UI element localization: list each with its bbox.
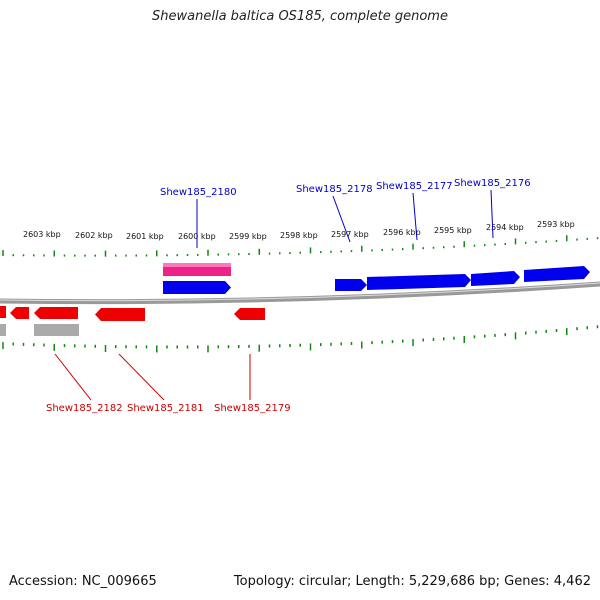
ruler-label-2598: 2598 kbp: [280, 231, 318, 240]
map-title: Shewanella baltica OS185, complete genom…: [152, 9, 448, 24]
gene-arrow-shew185-2182[interactable]: [34, 307, 78, 319]
ruler-label-2599: 2599 kbp: [229, 232, 267, 241]
ruler-labels: 2603 kbp 2602 kbp 2601 kbp 2600 kbp 2599…: [23, 220, 575, 241]
gene-label-shew185-2180[interactable]: Shew185_2180: [160, 187, 237, 198]
gene-arrow-shew185-2178[interactable]: [335, 279, 367, 291]
ruler-label-2595: 2595 kbp: [434, 226, 472, 235]
outer-tick-row: [2, 235, 599, 257]
ruler-label-2602: 2602 kbp: [75, 231, 113, 240]
reverse-strand-features: [0, 306, 265, 336]
accession-label: Accession: NC_009665: [9, 574, 157, 589]
ruler-label-2594: 2594 kbp: [486, 223, 524, 232]
ruler-label-2601: 2601 kbp: [126, 232, 164, 241]
genome-summary: Topology: circular; Length: 5,229,686 bp…: [233, 574, 591, 589]
label-leaders: [54, 189, 494, 401]
ruler-label-2596: 2596 kbp: [383, 228, 421, 237]
ruler-label-2597: 2597 kbp: [331, 230, 369, 239]
genome-backbone: [0, 281, 600, 305]
gene-arrow-shew185-2175[interactable]: [524, 266, 590, 282]
forward-strand-features: [163, 263, 590, 294]
gene-label-shew185-2177[interactable]: Shew185_2177: [376, 181, 453, 192]
pseudo-feature[interactable]: [34, 324, 79, 336]
ruler-label-2593: 2593 kbp: [537, 220, 575, 229]
gene-arrow-shew185-2181[interactable]: [95, 308, 145, 321]
gene-labels: Shew185_2180 Shew185_2178 Shew185_2177 S…: [46, 178, 531, 414]
gene-arrow-shew185-2176[interactable]: [471, 271, 520, 286]
gene-arrow-shew185-2179[interactable]: [234, 308, 265, 320]
gene-label-shew185-2178[interactable]: Shew185_2178: [296, 184, 373, 195]
gene-label-shew185-2181[interactable]: Shew185_2181: [127, 403, 204, 414]
gene-arrow-shew185-2180[interactable]: [163, 281, 231, 294]
gene-label-shew185-2182[interactable]: Shew185_2182: [46, 403, 123, 414]
gene-arrow-shew185-2177[interactable]: [367, 274, 471, 290]
gene-arrow-small-reverse[interactable]: [10, 307, 29, 319]
gene-label-shew185-2179[interactable]: Shew185_2179: [214, 403, 291, 414]
pseudo-feature-partial-left[interactable]: [0, 324, 6, 336]
inner-tick-row: [2, 325, 599, 353]
gene-label-shew185-2176[interactable]: Shew185_2176: [454, 178, 531, 189]
ruler-label-2603: 2603 kbp: [23, 230, 61, 239]
gene-arrow-partial-left[interactable]: [0, 306, 6, 318]
